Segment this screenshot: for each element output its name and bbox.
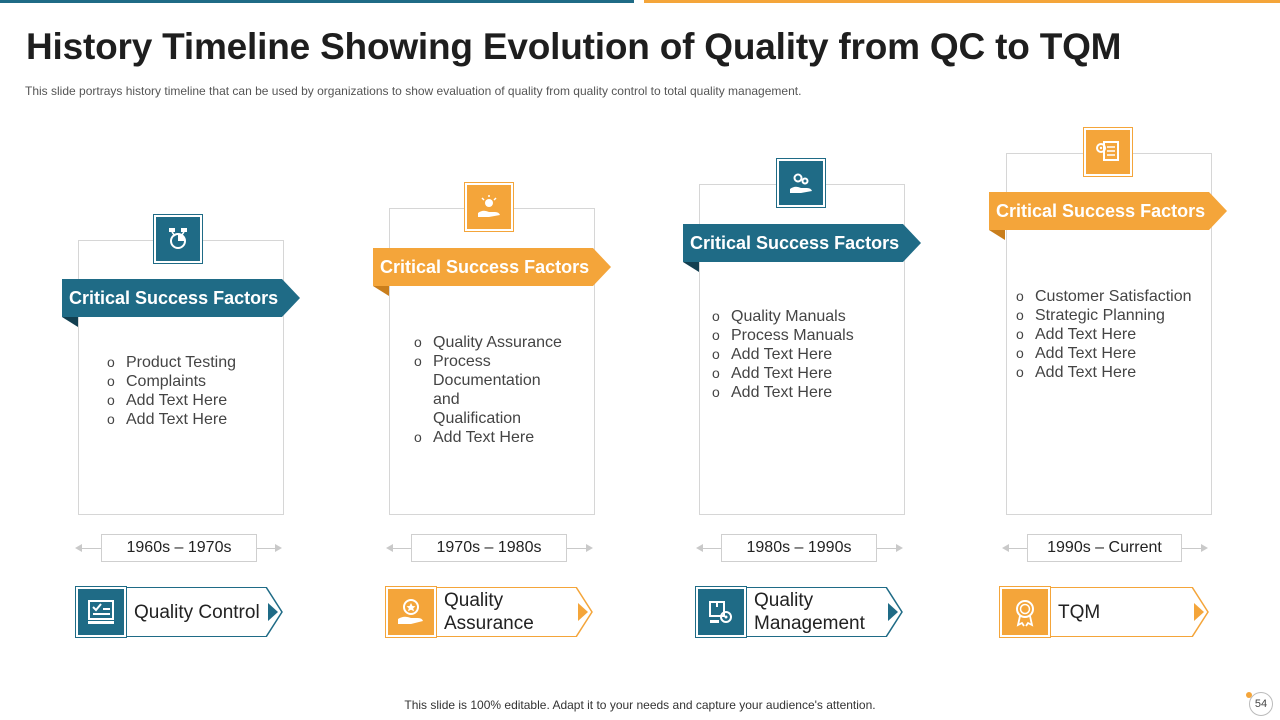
- period-label-1: 1960s – 1970s: [101, 534, 257, 562]
- list-item: Add Text Here: [107, 410, 277, 429]
- list-item: Process Manuals: [712, 326, 892, 345]
- list-item: Process Documentation and Qualification: [414, 352, 551, 428]
- list-item: Complaints: [107, 372, 277, 391]
- chevron-right-icon: [1191, 587, 1209, 637]
- banner-fold-2: [373, 286, 389, 296]
- gears-hand-icon: [776, 158, 826, 208]
- list-item: Add Text Here: [1016, 363, 1206, 382]
- period-arrow-right-2: [586, 544, 593, 552]
- critical-success-factors-banner-1: Critical Success Factors: [62, 279, 300, 317]
- banner-fold-1: [62, 317, 78, 327]
- period-label-2: 1970s – 1980s: [411, 534, 567, 562]
- period-arrow-left-4: [1002, 544, 1009, 552]
- footer-note: This slide is 100% editable. Adapt it to…: [404, 698, 876, 712]
- banner-fold-3: [683, 262, 699, 272]
- gear-document-icon: [1083, 127, 1133, 177]
- list-item: Add Text Here: [712, 383, 892, 402]
- critical-success-factors-banner-2: Critical Success Factors: [373, 248, 611, 286]
- list-item: Product Testing: [107, 353, 277, 372]
- period-label-3: 1980s – 1990s: [721, 534, 877, 562]
- era-label-2: Quality Assurance: [444, 590, 534, 634]
- critical-success-factors-banner-4: Critical Success Factors: [989, 192, 1227, 230]
- period-label-4: 1990s – Current: [1027, 534, 1182, 562]
- analytics-icon: [153, 214, 203, 264]
- list-item: Add Text Here: [712, 345, 892, 364]
- top-accent-bar-orange: [644, 0, 1280, 3]
- period-arrow-left-3: [696, 544, 703, 552]
- box-gear-icon: [695, 586, 747, 638]
- list-item: Strategic Planning: [1016, 306, 1206, 325]
- era-quality-assurance: Quality Assurance: [385, 586, 596, 638]
- era-label-3: Quality Management: [754, 590, 865, 634]
- chevron-right-icon: [265, 587, 283, 637]
- star-hand-icon: [385, 586, 437, 638]
- banner-fold-4: [989, 230, 1005, 240]
- factor-list-1: Product Testing Complaints Add Text Here…: [107, 353, 277, 429]
- era-quality-management: Quality Management: [695, 586, 906, 638]
- award-badge-icon: [999, 586, 1051, 638]
- chevron-right-icon: [575, 587, 593, 637]
- list-item: Add Text Here: [107, 391, 277, 410]
- page-number-dot: [1246, 692, 1252, 698]
- slide-subtitle: This slide portrays history timeline tha…: [25, 84, 802, 98]
- list-item: Customer Satisfaction: [1016, 287, 1206, 306]
- list-item: Quality Assurance: [414, 333, 584, 352]
- inspection-checklist-icon: [75, 586, 127, 638]
- top-accent-bar-blue: [0, 0, 634, 3]
- factor-list-2: Quality Assurance Process Documentation …: [414, 333, 584, 447]
- period-arrow-left-2: [386, 544, 393, 552]
- idea-hand-icon: [464, 182, 514, 232]
- era-label-1: Quality Control: [134, 601, 260, 623]
- page-number: 54: [1249, 692, 1273, 716]
- factor-list-3: Quality Manuals Process Manuals Add Text…: [712, 307, 892, 402]
- critical-success-factors-banner-3: Critical Success Factors: [683, 224, 921, 262]
- period-arrow-right-3: [896, 544, 903, 552]
- list-item: Add Text Here: [414, 428, 584, 447]
- list-item: Add Text Here: [712, 364, 892, 383]
- list-item: Quality Manuals: [712, 307, 892, 326]
- list-item: Add Text Here: [1016, 325, 1206, 344]
- list-item: Add Text Here: [1016, 344, 1206, 363]
- period-arrow-left-1: [75, 544, 82, 552]
- period-arrow-right-4: [1201, 544, 1208, 552]
- period-arrow-right-1: [275, 544, 282, 552]
- chevron-right-icon: [885, 587, 903, 637]
- era-tqm: TQM: [999, 586, 1212, 638]
- slide-title: History Timeline Showing Evolution of Qu…: [26, 26, 1122, 67]
- era-quality-control: Quality Control: [75, 586, 286, 638]
- era-label-4: TQM: [1058, 601, 1101, 623]
- factor-list-4: Customer Satisfaction Strategic Planning…: [1016, 287, 1206, 382]
